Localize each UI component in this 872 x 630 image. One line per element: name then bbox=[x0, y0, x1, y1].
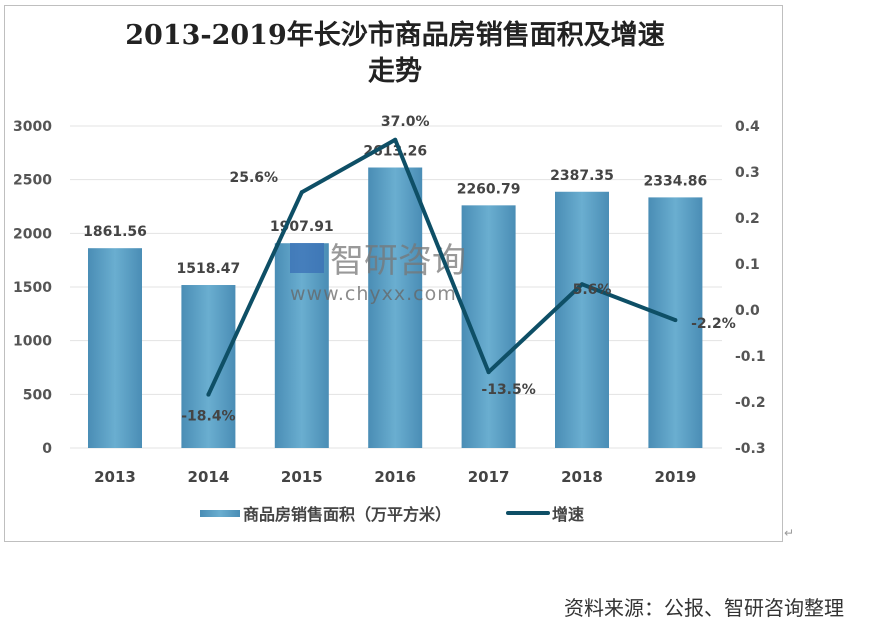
bar-2015 bbox=[274, 243, 329, 448]
x-axis-tick-label: 2018 bbox=[561, 468, 603, 486]
x-axis-tick-label: 2015 bbox=[281, 468, 323, 486]
bar-data-label: 2260.79 bbox=[457, 181, 521, 197]
right-axis-tick-label: -0.3 bbox=[735, 441, 766, 457]
growth-point-2018 bbox=[580, 282, 584, 287]
growth-data-label: 25.6% bbox=[230, 170, 279, 186]
growth-point-2015 bbox=[299, 190, 304, 195]
left-axis-tick-label: 0 bbox=[42, 441, 52, 457]
chart-title: 2013-2019年长沙市商品房销售面积及增速 走势 bbox=[0, 18, 790, 90]
growth-line bbox=[206, 137, 677, 396]
bar-2018 bbox=[555, 191, 609, 449]
left-axis-tick-label: 2000 bbox=[13, 226, 52, 242]
growth-data-label: 37.0% bbox=[381, 114, 430, 130]
bar-2013 bbox=[88, 248, 142, 448]
growth-point-2019 bbox=[673, 318, 678, 323]
right-axis-tick-label: 0.0 bbox=[735, 303, 760, 319]
x-axis-tick-label: 2016 bbox=[374, 468, 416, 486]
growth-data-label: 5.6% bbox=[573, 282, 612, 298]
bar-data-label: 1907.91 bbox=[270, 219, 334, 235]
watermark-logo-icon bbox=[290, 243, 324, 273]
growth-data-label: -13.5% bbox=[481, 382, 535, 398]
growth-point-2017 bbox=[486, 370, 491, 375]
chart-title-text: 2013-2019年长沙市商品房销售面积及增速 走势 bbox=[125, 20, 665, 87]
growth-point-2014 bbox=[206, 392, 211, 397]
return-mark: ↵ bbox=[784, 526, 795, 540]
legend-line-label: 增速 bbox=[552, 505, 584, 524]
bar-data-label: 2387.35 bbox=[550, 168, 614, 184]
growth-data-label: -2.2% bbox=[691, 316, 736, 332]
right-axis-tick-label: 0.2 bbox=[735, 211, 760, 227]
left-axis-tick-label: 1500 bbox=[13, 280, 52, 296]
left-axis-tick-label: 1000 bbox=[13, 334, 52, 350]
legend-bar-label: 商品房销售面积（万平方米） bbox=[243, 505, 451, 524]
x-axis-tick-label: 2013 bbox=[94, 468, 136, 486]
right-axis-tick-label: 0.1 bbox=[735, 257, 760, 273]
left-axis-tick-label: 3000 bbox=[13, 119, 52, 135]
bar-data-label: 2334.86 bbox=[644, 173, 708, 189]
legend-bar-swatch bbox=[200, 510, 240, 517]
growth-point-2016 bbox=[393, 137, 398, 142]
left-axis-tick-label: 2500 bbox=[13, 173, 52, 189]
right-axis-tick-label: 0.3 bbox=[735, 165, 760, 181]
bar-2014 bbox=[181, 285, 236, 448]
x-axis-tick-label: 2017 bbox=[468, 468, 510, 486]
growth-data-label: -18.4% bbox=[181, 409, 235, 425]
right-axis-tick-label: -0.1 bbox=[735, 349, 766, 365]
bar-2019 bbox=[648, 197, 703, 448]
right-axis-tick-label: -0.2 bbox=[735, 395, 766, 411]
x-axis-tick-label: 2014 bbox=[188, 468, 230, 486]
bar-data-label: 1861.56 bbox=[83, 224, 147, 240]
bar-data-label: 1518.47 bbox=[177, 261, 241, 277]
bar-2016 bbox=[368, 167, 423, 449]
x-axis-tick-label: 2019 bbox=[655, 468, 697, 486]
right-axis-tick-label: 0.4 bbox=[735, 119, 760, 135]
left-axis-tick-label: 500 bbox=[23, 387, 52, 403]
source-note: 资料来源：公报、智研咨询整理 bbox=[564, 596, 844, 620]
watermark-url: www.chyxx.com bbox=[290, 283, 457, 305]
